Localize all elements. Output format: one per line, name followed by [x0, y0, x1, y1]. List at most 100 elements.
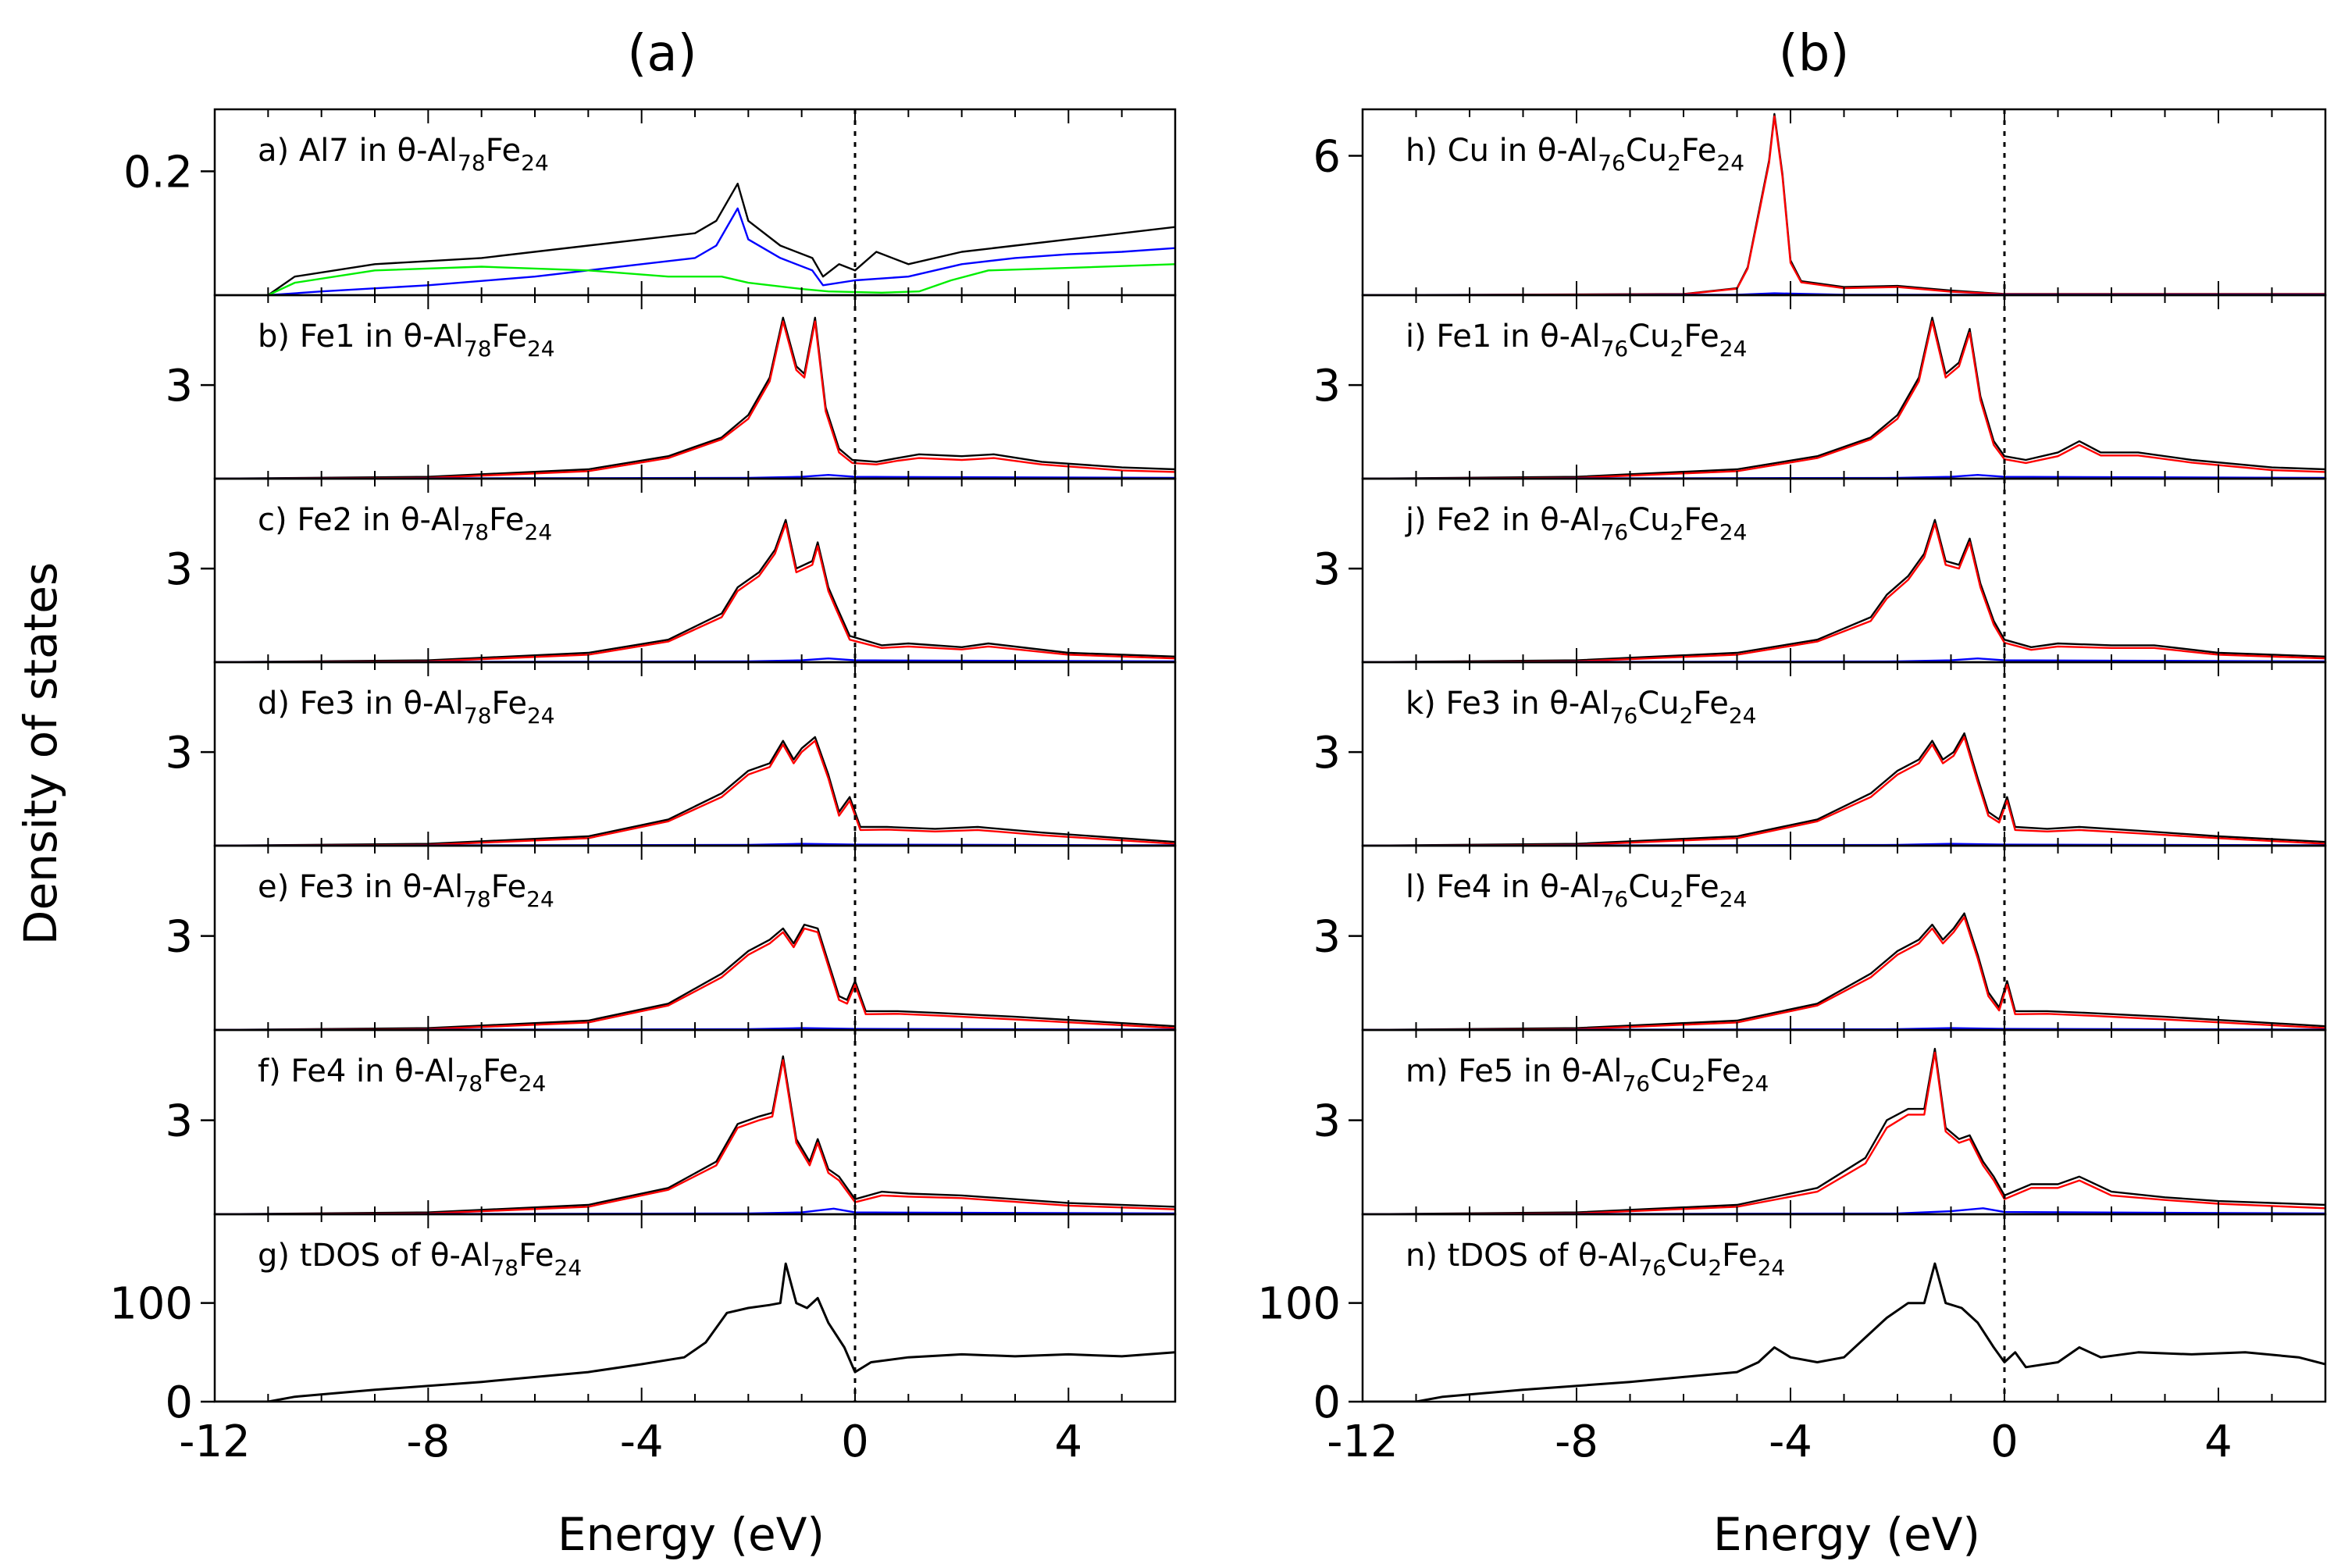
panel-label-part: 76: [1601, 336, 1629, 362]
panel-label-text: f) Fe4 in θ-Al: [258, 1053, 455, 1089]
y-tick-label-n: 0: [1313, 1377, 1341, 1428]
panel-l: 3 l) Fe4 in θ-Al76Cu2Fe24: [1313, 844, 2327, 1032]
panel-label-part: 24: [518, 1071, 547, 1096]
panel-label-part: 78: [455, 1071, 483, 1096]
x-tick-label: -4: [620, 1417, 664, 1467]
series-line-j-d: [1363, 522, 2325, 662]
panel-label-part: 78: [458, 150, 486, 176]
panel-label-e: e) Fe3 in θ-Al78Fe24: [258, 869, 554, 912]
panel-label-part: 24: [1758, 1255, 1786, 1281]
panel-label-part: 2: [1670, 519, 1684, 545]
panel-label-part: Fe: [518, 1238, 554, 1274]
series-line-m-total: [1363, 1047, 2325, 1214]
x-axis-label-b: Energy (eV): [1713, 1508, 1980, 1561]
panel-label-part: 2: [1667, 150, 1681, 176]
panel-label-part: 78: [490, 1255, 518, 1281]
panel-label-part: 76: [1622, 1071, 1650, 1096]
panel-label-part: Cu: [1666, 1238, 1708, 1274]
panel-label-part: Cu: [1628, 319, 1669, 355]
panel-label-part: Fe: [489, 502, 524, 538]
panel-label-text: g) tDOS of θ-Al: [258, 1238, 490, 1274]
panel-label-i: i) Fe1 in θ-Al76Cu2Fe24: [1406, 319, 1747, 362]
panel-label-part: 24: [521, 150, 549, 176]
series-line-f-total: [215, 1055, 1175, 1214]
panel-label-part: 2: [1708, 1255, 1722, 1281]
panel-label-part: 78: [464, 703, 492, 729]
panel-i: 3 i) Fe1 in θ-Al76Cu2Fe24: [1313, 294, 2327, 480]
y-tick-label-j: 3: [1313, 544, 1341, 595]
panel-label-part: 24: [1716, 150, 1744, 176]
column-title-a: (a): [627, 25, 697, 83]
series-line-l-d: [1363, 916, 2325, 1030]
series-line-g-total: [215, 1262, 1175, 1402]
panel-label-part: Fe: [1684, 502, 1719, 538]
panel-label-text: n) tDOS of θ-Al: [1406, 1238, 1638, 1274]
panel-label-part: 2: [1680, 703, 1694, 729]
panel-label-part: 24: [1719, 519, 1748, 545]
panel-label-text: i) Fe1 in θ-Al: [1406, 319, 1601, 355]
panel-label-part: Fe: [1705, 1053, 1741, 1089]
panel-label-text: j) Fe2 in θ-Al: [1405, 502, 1601, 538]
series-line-c-total: [215, 519, 1175, 662]
series-line-l-total: [1363, 912, 2325, 1030]
series-line-h-d: [1363, 115, 2325, 295]
panel-label-l: l) Fe4 in θ-Al76Cu2Fe24: [1406, 869, 1747, 912]
x-tick-label: -12: [1327, 1417, 1398, 1467]
panel-label-b: b) Fe1 in θ-Al78Fe24: [258, 319, 555, 362]
panel-label-text: d) Fe3 in θ-Al: [258, 686, 464, 722]
series-line-n-total: [1363, 1262, 2325, 1402]
panel-label-text: b) Fe1 in θ-Al: [258, 319, 464, 355]
panel-label-k: k) Fe3 in θ-Al76Cu2Fe24: [1406, 686, 1756, 729]
panel-label-part: Cu: [1637, 686, 1679, 722]
panel-label-text: e) Fe3 in θ-Al: [258, 869, 463, 905]
x-tick-label: -8: [1555, 1417, 1598, 1467]
panel-label-f: f) Fe4 in θ-Al78Fe24: [258, 1053, 546, 1096]
panel-n: 100 0 n) tDOS of θ-Al76Cu2Fe24: [1257, 1213, 2327, 1428]
series-line-j-total: [1363, 519, 2325, 662]
series-line-m-d: [1363, 1051, 2325, 1214]
series-line-a-s: [267, 263, 1175, 295]
panel-label-text: h) Cu in θ-Al: [1406, 133, 1598, 169]
panel-label-part: 24: [1719, 336, 1748, 362]
panel-label-part: 24: [554, 1255, 583, 1281]
panel-label-part: Fe: [1684, 869, 1719, 905]
x-tick-label: -8: [406, 1417, 450, 1467]
x-axes-layer: -12 -8 -4 0 4 -12 -8 -4 0 4: [179, 1417, 2232, 1467]
series-line-i-d: [1363, 320, 2325, 479]
panel-label-part: 24: [527, 703, 555, 729]
x-tick-label: 4: [1055, 1417, 1083, 1467]
panel-label-part: Cu: [1626, 133, 1667, 169]
panel-e: 3 e) Fe3 in θ-Al78Fe24: [165, 844, 1177, 1032]
panel-label-part: 2: [1670, 336, 1684, 362]
x-tick-label: 4: [2204, 1417, 2232, 1467]
y-tick-label-c: 3: [165, 544, 193, 595]
x-tick-label: 0: [841, 1417, 869, 1467]
series-line-a-total: [267, 182, 1175, 295]
series-line-k-d: [1363, 736, 2325, 846]
panel-label-part: Fe: [486, 133, 521, 169]
series-line-a-p: [268, 207, 1175, 295]
panel-label-part: 76: [1638, 1255, 1666, 1281]
panel-label-part: Fe: [491, 869, 526, 905]
panel-label-text: c) Fe2 in θ-Al: [258, 502, 461, 538]
y-tick-label-n: 100: [1257, 1279, 1341, 1330]
y-axis-label: Density of states: [14, 562, 67, 945]
y-tick-label-b: 3: [165, 361, 193, 412]
panel-label-part: 24: [525, 519, 553, 545]
column-title-b: (b): [1779, 25, 1850, 83]
panel-g: 100 0 g) tDOS of θ-Al78Fe24: [109, 1213, 1177, 1428]
x-tick-label: -12: [179, 1417, 250, 1467]
panel-label-c: c) Fe2 in θ-Al78Fe24: [258, 502, 552, 545]
x-axis-label-a: Energy (eV): [558, 1508, 825, 1561]
panel-label-part: 76: [1610, 703, 1638, 729]
panel-label-part: 2: [1691, 1071, 1705, 1096]
y-tick-label-a: 0.2: [123, 147, 193, 198]
x-tick-label: 0: [1990, 1417, 2019, 1467]
panel-label-text: m) Fe5 in θ-Al: [1406, 1053, 1622, 1089]
panel-label-part: Cu: [1628, 869, 1669, 905]
panel-f: 3 f) Fe4 in θ-Al78Fe24: [165, 1028, 1177, 1216]
panel-label-part: 24: [527, 336, 555, 362]
panel-label-part: 76: [1598, 150, 1626, 176]
panel-d: 3 d) Fe3 in θ-Al78Fe24: [165, 661, 1177, 847]
